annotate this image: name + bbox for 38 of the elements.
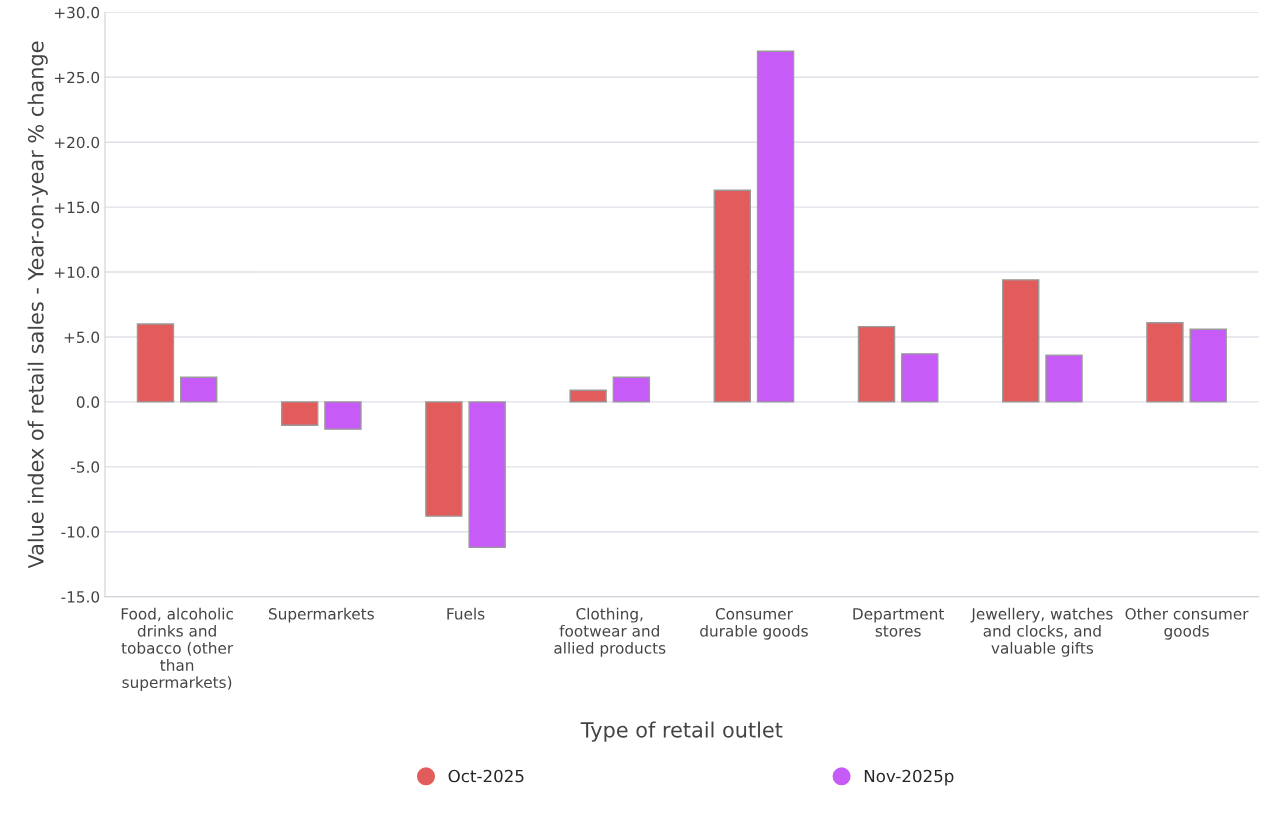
- x-tick-label: Fuels: [447, 607, 485, 620]
- x-tick-label: Jewellery, watches and clocks, and valuable gifts: [970, 607, 1113, 657]
- x-tick-label: Food, alcoholic drinks and tobacco (other than supermarkets): [121, 607, 234, 691]
- y-tick-label: +5.0: [64, 331, 100, 343]
- bar: [1146, 321, 1184, 403]
- y-tick-label: -15.0: [61, 591, 100, 603]
- bar: [612, 376, 651, 403]
- y-tick-label: +10.0: [54, 266, 100, 279]
- y-tick-label: -10.0: [61, 526, 100, 538]
- y-axis-title: Value index of retail sales - Year-on-year % change: [27, 41, 48, 569]
- x-axis-title: Type of retail outlet: [580, 721, 783, 742]
- bar: [280, 401, 319, 426]
- bar: [425, 401, 463, 517]
- y-tick-label: +15.0: [54, 201, 100, 214]
- y-tick-label: +20.0: [54, 136, 100, 149]
- y-tick-label: 0.0: [76, 396, 100, 408]
- y-tick-label: +25.0: [54, 71, 100, 84]
- y-tick-label: +30.0: [54, 6, 100, 19]
- bar: [136, 323, 175, 403]
- x-tick-label: Consumer durable goods: [700, 608, 808, 640]
- bar: [569, 389, 607, 403]
- bar: [468, 401, 506, 549]
- bar: [857, 325, 896, 403]
- bar: [756, 50, 795, 403]
- bar: [1045, 354, 1083, 403]
- bar: [180, 376, 218, 403]
- x-tick-label: Clothing, footwear and allied products: [554, 607, 666, 657]
- x-tick-label: Supermarkets: [268, 607, 374, 623]
- legend-label: Oct-2025: [448, 769, 524, 783]
- y-tick-label: -5.0: [71, 461, 100, 473]
- bar: [324, 401, 362, 430]
- bar: [1002, 279, 1040, 403]
- bar: [713, 189, 752, 403]
- x-tick-label: Other consumer goods: [1125, 607, 1249, 640]
- bar: [1189, 328, 1227, 403]
- x-tick-label: Department stores: [853, 608, 945, 637]
- bar: [901, 353, 939, 403]
- legend-label: Nov-2025p: [864, 769, 954, 786]
